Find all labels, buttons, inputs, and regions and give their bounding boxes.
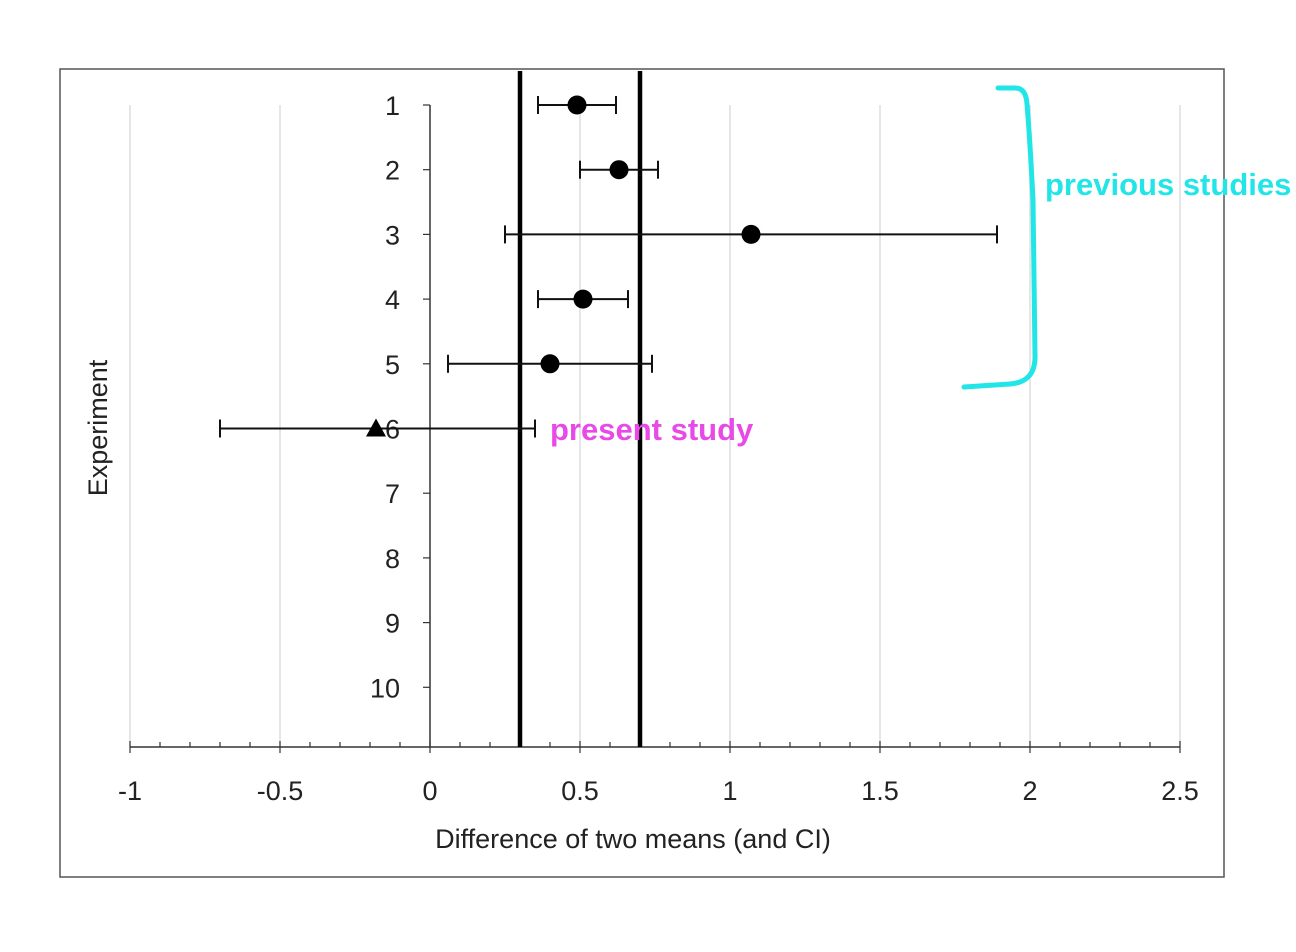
y-tick-label: 4	[385, 285, 400, 315]
x-tick-label: 0.5	[561, 776, 599, 806]
x-tick-label: 2	[1022, 776, 1037, 806]
data-point	[540, 354, 560, 374]
y-axis-title: Experiment	[83, 359, 113, 496]
x-tick-label: 1.5	[861, 776, 899, 806]
y-tick-label: 5	[385, 350, 400, 380]
data-point	[609, 160, 629, 180]
x-tick-label: 0	[422, 776, 437, 806]
y-tick-label: 2	[385, 156, 400, 186]
y-tick-label: 1	[385, 91, 400, 121]
data-point	[567, 95, 587, 115]
gridlines	[129, 105, 1181, 747]
data-point	[741, 224, 761, 244]
axes: -1-0.500.511.522.512345678910	[118, 91, 1199, 806]
x-axis-title: Difference of two means (and CI)	[435, 824, 831, 854]
annotations: previous studies present study	[550, 85, 1291, 447]
x-tick-label: 2.5	[1161, 776, 1199, 806]
bracket-previous-studies	[961, 85, 1038, 390]
data-marks	[219, 95, 998, 438]
reference-lines	[517, 71, 643, 747]
data-point-triangle	[366, 418, 386, 437]
data-point	[573, 289, 593, 309]
annotation-previous-studies: previous studies	[1045, 167, 1291, 202]
y-tick-label: 9	[385, 609, 400, 639]
x-tick-label: -1	[118, 776, 142, 806]
annotation-present-study: present study	[550, 412, 754, 447]
x-tick-label: 1	[722, 776, 737, 806]
y-tick-label: 3	[385, 220, 400, 250]
y-tick-label: 7	[385, 479, 400, 509]
y-tick-label: 8	[385, 544, 400, 574]
y-tick-label: 10	[370, 673, 400, 703]
x-tick-label: -0.5	[257, 776, 304, 806]
